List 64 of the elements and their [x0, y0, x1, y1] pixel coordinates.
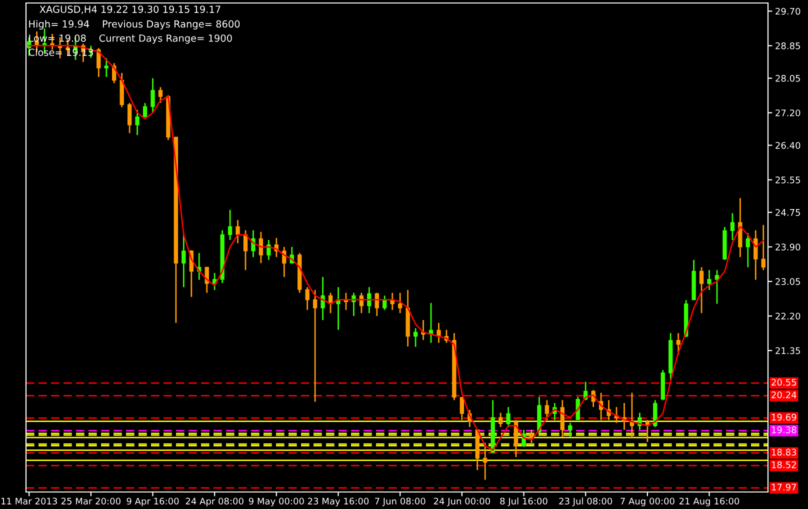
candlestick — [529, 429, 534, 444]
candlestick — [251, 230, 256, 258]
x-tick-label: 25 Mar 20:00 — [61, 498, 120, 505]
ref-line-label: 19.38 — [772, 426, 796, 434]
candlestick — [236, 219, 240, 244]
x-tick-label: 7 Aug 00:00 — [620, 498, 674, 506]
candlestick — [228, 209, 232, 241]
y-tick-label: 23.90 — [776, 244, 800, 250]
candlestick — [266, 239, 271, 261]
annotation: High= 19.94 Previous Days Range= 8600 — [29, 20, 240, 30]
ref-line-label: 18.52 — [772, 461, 796, 468]
candlestick — [460, 396, 464, 421]
y-tick-label: 29.70 — [776, 8, 800, 15]
candlestick — [127, 102, 132, 134]
candlestick — [506, 406, 510, 428]
candlestick — [312, 289, 318, 402]
x-tick-label: 8 Jul 16:00 — [500, 498, 548, 506]
y-tick-label: 21.35 — [776, 347, 800, 354]
candlestick — [158, 86, 163, 104]
ref-line-label: 20.55 — [772, 378, 796, 386]
candlestick — [483, 442, 488, 480]
y-tick-label: 27.20 — [776, 109, 800, 116]
candlestick — [714, 269, 720, 304]
x-tick-label: 23 May 16:00 — [308, 498, 369, 506]
chart-title: XAGUSD,H4 19.22 19.30 19.15 19.17 — [40, 6, 220, 14]
candlestick — [182, 232, 186, 288]
candlestick — [761, 224, 766, 271]
y-tick-label: 23.05 — [776, 278, 800, 285]
x-tick-label: 11 Mar 2013 — [1, 498, 57, 505]
candlestick — [707, 269, 712, 291]
candlestick — [367, 286, 372, 314]
x-tick-label: 24 Apr 08:00 — [186, 498, 244, 506]
y-tick-label: 28.85 — [776, 42, 800, 50]
candlestick — [320, 276, 325, 321]
candlestick — [746, 232, 750, 268]
x-tick-label: 23 Jul 08:00 — [559, 498, 612, 506]
x-tick-label: 7 Jun 08:00 — [375, 498, 426, 506]
x-tick-label: 21 Aug 16:00 — [679, 498, 740, 506]
candlestick — [544, 399, 550, 421]
y-tick-label: 26.40 — [776, 142, 800, 149]
candlestick — [730, 212, 735, 241]
candlestick — [568, 422, 572, 438]
ref-line-label: 18.83 — [772, 448, 796, 456]
y-tick-label: 28.05 — [776, 74, 800, 82]
candlestick — [142, 102, 148, 118]
candlestick — [699, 266, 704, 314]
candlestick — [398, 292, 402, 314]
candlestick — [413, 327, 418, 348]
candlestick — [436, 322, 441, 344]
ref-line-label: 17.97 — [772, 484, 796, 491]
x-tick-label: 24 Jun 00:00 — [434, 498, 490, 506]
x-tick-label: 9 Apr 16:00 — [126, 498, 179, 506]
candlestick — [676, 332, 680, 356]
y-tick-label: 25.55 — [776, 176, 800, 184]
candlestick — [104, 58, 108, 78]
candlestick — [150, 78, 155, 114]
x-tick-label: 9 May 00:00 — [248, 498, 304, 506]
ref-line-label: 20.24 — [772, 391, 796, 398]
y-tick-label: 24.75 — [776, 209, 800, 216]
candlestick — [305, 286, 310, 311]
candlestick — [498, 412, 503, 428]
y-tick-label: 22.20 — [776, 312, 800, 320]
ref-line-label: 19.69 — [772, 414, 796, 421]
candlestick — [135, 109, 140, 136]
